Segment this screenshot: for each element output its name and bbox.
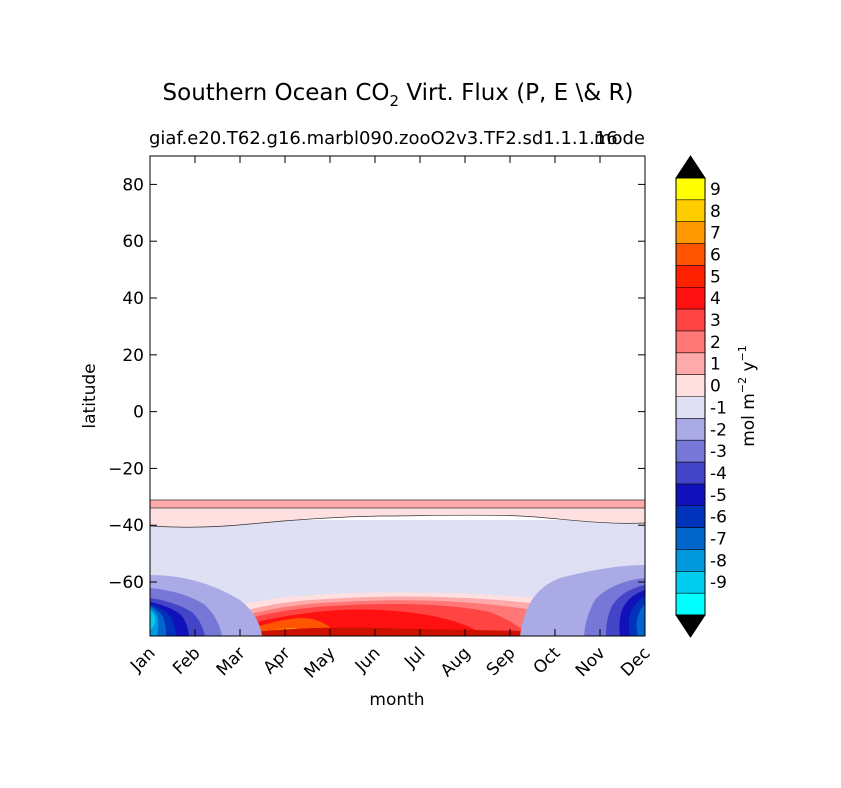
colorbar-tick-label: -5	[710, 486, 727, 506]
colorbar-segment	[676, 462, 705, 485]
colorbar-tick-label: 7	[710, 224, 721, 244]
colorbar-segment	[676, 374, 705, 397]
colorbar-segment	[676, 243, 705, 266]
colorbar-segment	[676, 505, 705, 529]
chart-title: Southern Ocean CO2 Virt. Flux (P, E \& R…	[163, 80, 634, 110]
x-axis-label: month	[369, 690, 424, 710]
colorbar-tick-label: 6	[710, 245, 721, 265]
x-tick-label: Sep	[483, 643, 520, 680]
colorbar-segment	[676, 418, 705, 441]
colorbar-segment	[676, 287, 705, 310]
y-tick-label: 20	[122, 346, 144, 366]
colorbar-segment	[676, 265, 705, 288]
colorbar-segment	[676, 352, 705, 376]
colorbar-segment	[676, 396, 705, 419]
colorbar-under-triangle	[675, 614, 706, 638]
x-tick-label: Apr	[260, 643, 295, 678]
colorbar-segment	[676, 440, 705, 463]
colorbar-segment	[676, 483, 705, 507]
x-tick-label: Jul	[400, 643, 429, 672]
y-axis: 80 60 40 20 0 −20 −40 −60	[108, 175, 645, 593]
colorbar-segment	[676, 330, 705, 354]
x-tick-label: Jun	[351, 643, 385, 677]
colorbar-tick-label: -9	[710, 573, 727, 593]
colorbar-segment	[676, 178, 705, 201]
colorbar-tick-label: 3	[710, 311, 721, 331]
plot-frame	[149, 155, 646, 637]
colorbar-tick-label: 0	[710, 377, 721, 397]
x-tick-label: Mar	[213, 643, 250, 680]
x-tick-label: May	[301, 643, 340, 682]
x-tick-label: Dec	[617, 643, 654, 680]
colorbar-tick-label: -8	[710, 551, 727, 571]
contour-field	[150, 156, 645, 636]
colorbar-segment	[676, 221, 705, 245]
colorbar-segment	[676, 593, 705, 616]
colorbar-tick-label: -4	[710, 464, 727, 484]
colorbar-tick-label: 9	[710, 180, 721, 200]
colorbar-tick-label: 1	[710, 355, 721, 375]
colorbar-tick-label: 2	[710, 333, 721, 353]
colorbar-over-triangle	[675, 155, 706, 179]
y-tick-label: −20	[108, 459, 144, 479]
contour-band-0	[150, 507, 645, 528]
x-tick-label: Jan	[126, 643, 159, 676]
colorbar-segment	[676, 571, 705, 594]
y-tick-label: 0	[133, 403, 144, 423]
x-tick-label: Oct	[530, 643, 565, 678]
colorbar-tick-label: -6	[710, 508, 727, 528]
colorbar-tick-label: 4	[710, 289, 721, 309]
colorbar-label: mol m−2 y−1	[736, 345, 759, 447]
y-tick-label: −40	[108, 516, 144, 536]
contour-band-neg7-east	[636, 604, 645, 636]
colorbar-segment	[676, 199, 705, 223]
contour-band-1	[150, 500, 645, 508]
contour-band-deep-south	[220, 627, 582, 636]
colorbar-tick-label: -1	[710, 398, 727, 418]
y-tick-label: 40	[122, 289, 144, 309]
colorbar-segment	[676, 549, 705, 572]
colorbar-segment	[676, 309, 705, 332]
colorbar-tick-label: -3	[710, 442, 727, 462]
x-tick-label: Nov	[572, 643, 610, 681]
contour-band-neg9-west	[150, 610, 155, 630]
y-axis-label: latitude	[80, 363, 100, 428]
colorbar-tick-label: -7	[710, 530, 727, 550]
colorbar-tick-label: 8	[710, 202, 721, 222]
colorbar-tick-label: -2	[710, 420, 727, 440]
chart-subtitle-case: giaf.e20.T62.g16.marbl090.zooO2v3.TF2.sd…	[149, 128, 618, 149]
chart-subtitle-mode: mode	[594, 128, 645, 149]
y-tick-label: 60	[122, 232, 144, 252]
x-tick-label: Aug	[437, 643, 475, 681]
colorbar-segment	[676, 527, 705, 550]
colorbar-tick-label: 5	[710, 267, 721, 287]
x-tick-label: Feb	[169, 643, 204, 678]
y-tick-label: −60	[108, 573, 144, 593]
y-tick-label: 80	[122, 175, 144, 195]
contour-line-0	[150, 514, 645, 528]
